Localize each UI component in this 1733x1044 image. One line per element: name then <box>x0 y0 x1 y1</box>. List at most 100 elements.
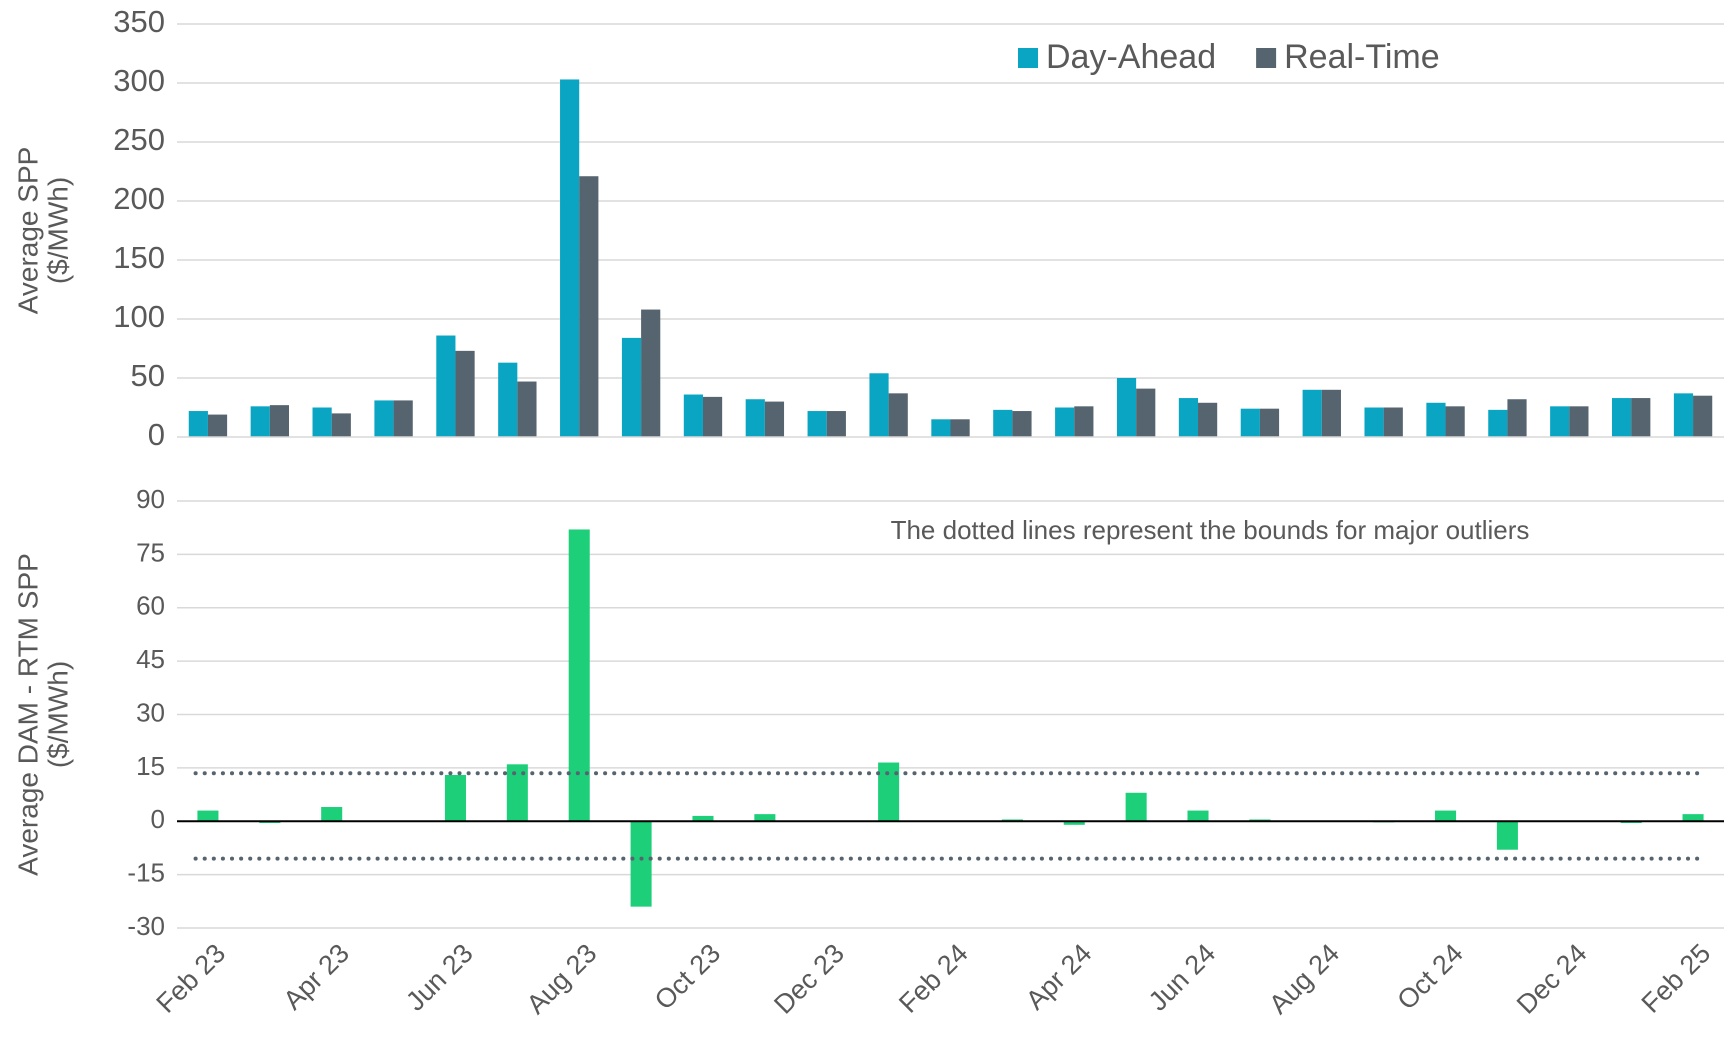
annotation: The dotted lines represent the bounds fo… <box>891 515 1530 545</box>
legend-label: Day-Ahead <box>1046 38 1216 76</box>
bar <box>869 373 889 437</box>
bar <box>455 350 475 437</box>
bar <box>1136 388 1156 437</box>
bar <box>1488 409 1508 437</box>
y-tick-label: -15 <box>127 858 165 888</box>
y-axis-label: ($/MWh) <box>42 661 73 768</box>
y-axis-label: Average DAM - RTM SPP <box>12 553 43 876</box>
bar <box>764 401 785 437</box>
bar <box>1198 402 1218 437</box>
bar <box>1259 408 1280 437</box>
bar <box>878 762 900 822</box>
bar <box>1321 389 1341 437</box>
bar <box>745 399 765 437</box>
bar <box>331 413 351 437</box>
legend-swatch <box>1256 48 1277 68</box>
bar <box>641 309 661 437</box>
x-tick-label: Dec 23 <box>768 938 850 1020</box>
bar <box>568 529 590 822</box>
bar <box>888 393 908 437</box>
legend-label: Real-Time <box>1284 38 1440 76</box>
y-tick-label: 15 <box>136 751 165 781</box>
y-tick-label: 90 <box>136 484 165 514</box>
bar <box>1682 814 1704 822</box>
bar <box>993 409 1013 437</box>
bar <box>250 406 270 437</box>
bar <box>683 394 703 437</box>
bar <box>393 400 413 437</box>
y-tick-label: 200 <box>113 181 165 216</box>
y-tick-label: 0 <box>151 804 165 834</box>
bar <box>197 810 219 822</box>
bar <box>1302 389 1322 437</box>
bar <box>1507 399 1527 437</box>
x-tick-label: Apr 24 <box>1020 938 1097 1015</box>
bar <box>1364 407 1384 437</box>
legend-swatch <box>1018 48 1038 68</box>
bar <box>702 396 723 437</box>
bar <box>1178 398 1199 437</box>
bar <box>498 362 518 437</box>
bar <box>621 337 642 437</box>
bar <box>1063 821 1085 825</box>
y-tick-label: 45 <box>136 644 165 674</box>
bar <box>692 815 714 822</box>
x-tick-label: Jun 24 <box>1143 938 1222 1017</box>
bar <box>1187 810 1209 822</box>
bar <box>950 419 970 437</box>
bar <box>630 821 652 907</box>
bar <box>1240 408 1260 437</box>
bar <box>560 79 580 438</box>
y-tick-label: 75 <box>136 537 165 567</box>
x-tick-label: Aug 24 <box>1263 938 1345 1020</box>
x-tick-label: Aug 23 <box>521 938 603 1020</box>
bar <box>269 405 290 437</box>
bar <box>1496 821 1518 850</box>
y-axis-label: Average SPP <box>12 147 43 315</box>
bar <box>1445 406 1465 437</box>
bar <box>1074 406 1094 437</box>
bar <box>1055 407 1075 437</box>
bar <box>1125 792 1147 822</box>
x-tick-label: Oct 23 <box>649 938 726 1015</box>
bar <box>1550 406 1570 437</box>
bar <box>1012 411 1032 437</box>
bar <box>1383 407 1403 437</box>
y-axis-label: ($/MWh) <box>42 177 73 284</box>
bar <box>1116 378 1137 437</box>
bar <box>188 411 208 437</box>
x-tick-label: Feb 24 <box>893 938 974 1019</box>
bar <box>321 807 343 822</box>
y-tick-label: -30 <box>127 911 165 941</box>
bar <box>1426 402 1446 437</box>
bar <box>1569 406 1589 437</box>
y-tick-label: 350 <box>113 4 165 39</box>
x-tick-label: Oct 24 <box>1391 938 1468 1015</box>
bar <box>1631 398 1651 437</box>
bar <box>374 400 394 437</box>
bar <box>931 419 951 437</box>
bar <box>444 774 466 822</box>
x-tick-label: Feb 25 <box>1636 938 1717 1019</box>
bar <box>506 764 528 822</box>
y-tick-label: 300 <box>113 63 165 98</box>
x-tick-label: Jun 23 <box>400 938 479 1017</box>
bar <box>826 411 846 437</box>
x-tick-label: Dec 24 <box>1511 938 1593 1020</box>
x-tick-label: Apr 23 <box>278 938 355 1015</box>
bar <box>1693 395 1713 437</box>
bar <box>207 414 228 437</box>
bar <box>1435 810 1457 822</box>
y-tick-label: 250 <box>113 122 165 157</box>
x-tick-label: Feb 23 <box>151 938 232 1019</box>
y-tick-label: 30 <box>136 697 165 727</box>
bar <box>807 411 827 437</box>
bar <box>579 176 599 437</box>
y-tick-label: 60 <box>136 591 165 621</box>
y-tick-label: 50 <box>131 358 165 393</box>
bar <box>1673 393 1694 437</box>
bar <box>312 407 332 437</box>
bar <box>517 381 537 437</box>
bar <box>436 335 456 437</box>
